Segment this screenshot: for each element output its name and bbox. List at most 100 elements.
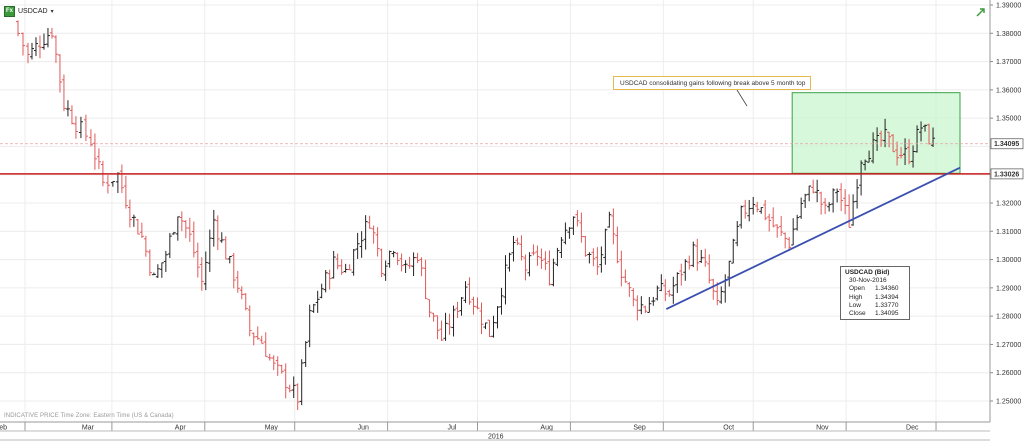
- ohlc-bar[interactable]: [555, 247, 560, 267]
- ohlc-bar[interactable]: [179, 211, 184, 232]
- ohlc-bar[interactable]: [687, 255, 692, 270]
- ohlc-bar[interactable]: [703, 248, 708, 267]
- ohlc-bar[interactable]: [719, 286, 724, 304]
- ohlc-bar[interactable]: [739, 205, 744, 229]
- ohlc-bar[interactable]: [859, 160, 864, 196]
- ohlc-bar[interactable]: [531, 244, 536, 256]
- ohlc-bar[interactable]: [431, 312, 436, 322]
- ohlc-bar[interactable]: [359, 231, 364, 258]
- ohlc-bar[interactable]: [379, 248, 384, 278]
- ohlc-bar[interactable]: [92, 133, 97, 170]
- ohlc-bar[interactable]: [139, 222, 144, 238]
- ohlc-bar[interactable]: [275, 356, 280, 376]
- ohlc-bar[interactable]: [923, 124, 928, 132]
- ohlc-bar[interactable]: [899, 147, 904, 159]
- ohlc-bar[interactable]: [587, 252, 592, 264]
- ohlc-bar[interactable]: [29, 42, 34, 60]
- ohlc-bar[interactable]: [511, 235, 516, 262]
- ohlc-bar[interactable]: [399, 253, 404, 272]
- ohlc-bar[interactable]: [595, 247, 600, 275]
- ohlc-bar[interactable]: [915, 125, 920, 153]
- ohlc-bar[interactable]: [771, 207, 776, 228]
- ohlc-bar[interactable]: [495, 306, 500, 329]
- ohlc-bar[interactable]: [395, 252, 400, 266]
- ohlc-bar[interactable]: [607, 211, 612, 228]
- trend-arrow-icon[interactable]: [975, 6, 987, 18]
- ohlc-bar[interactable]: [61, 74, 66, 112]
- ohlc-bar[interactable]: [875, 127, 880, 151]
- ohlc-bar[interactable]: [667, 289, 672, 297]
- ohlc-bar[interactable]: [783, 232, 788, 249]
- ohlc-bar[interactable]: [25, 42, 30, 64]
- ohlc-bar[interactable]: [271, 355, 276, 371]
- ohlc-bar[interactable]: [799, 197, 804, 219]
- ohlc-bar[interactable]: [375, 227, 380, 257]
- ohlc-bar[interactable]: [591, 248, 596, 267]
- ohlc-bar[interactable]: [211, 209, 216, 247]
- ohlc-bar[interactable]: [223, 236, 228, 260]
- ohlc-bar[interactable]: [655, 285, 660, 301]
- ohlc-bar[interactable]: [475, 297, 480, 310]
- ohlc-bar[interactable]: [747, 199, 752, 222]
- ohlc-bar[interactable]: [603, 228, 608, 265]
- ohlc-bar[interactable]: [599, 246, 604, 273]
- ohlc-bar[interactable]: [919, 121, 924, 142]
- ohlc-bar[interactable]: [33, 37, 38, 56]
- ohlc-bar[interactable]: [523, 254, 528, 281]
- ohlc-bar[interactable]: [73, 116, 78, 139]
- ohlc-bar[interactable]: [907, 138, 912, 165]
- ohlc-bar[interactable]: [751, 196, 756, 215]
- ohlc-bar[interactable]: [163, 250, 168, 272]
- ohlc-bar[interactable]: [467, 277, 472, 305]
- ohlc-bar[interactable]: [635, 295, 640, 321]
- ohlc-bar[interactable]: [855, 179, 860, 209]
- fx-icon[interactable]: Fx: [4, 5, 15, 17]
- ohlc-bar[interactable]: [191, 221, 196, 258]
- ohlc-bar[interactable]: [931, 127, 936, 147]
- ohlc-bar[interactable]: [743, 199, 748, 219]
- ohlc-bar[interactable]: [175, 216, 180, 241]
- ohlc-bar[interactable]: [699, 249, 704, 264]
- ohlc-bar[interactable]: [659, 274, 664, 292]
- ohlc-bar[interactable]: [37, 35, 42, 59]
- ohlc-bar[interactable]: [96, 148, 101, 170]
- ohlc-bar[interactable]: [583, 235, 588, 257]
- ohlc-bar[interactable]: [731, 238, 736, 264]
- ohlc-bar[interactable]: [347, 264, 352, 271]
- ohlc-bar[interactable]: [343, 263, 348, 273]
- ohlc-bar[interactable]: [447, 313, 452, 335]
- ohlc-bar[interactable]: [215, 215, 220, 251]
- ohlc-bar[interactable]: [387, 250, 392, 268]
- chevron-down-icon[interactable]: ▾: [50, 8, 54, 15]
- ohlc-bar[interactable]: [383, 260, 388, 281]
- ohlc-bar[interactable]: [715, 282, 720, 306]
- ohlc-bar[interactable]: [487, 319, 492, 338]
- ohlc-bar[interactable]: [159, 262, 164, 278]
- ohlc-bar[interactable]: [119, 164, 124, 194]
- ohlc-bar[interactable]: [423, 259, 428, 300]
- ohlc-bar[interactable]: [207, 229, 212, 272]
- ohlc-bar[interactable]: [235, 270, 240, 293]
- ohlc-bar[interactable]: [15, 20, 20, 37]
- ohlc-bar[interactable]: [503, 255, 508, 305]
- ohlc-bar[interactable]: [623, 269, 628, 283]
- ohlc-bar[interactable]: [439, 320, 444, 341]
- ohlc-bar[interactable]: [551, 258, 556, 287]
- ohlc-bar[interactable]: [471, 296, 476, 315]
- ohlc-bar[interactable]: [863, 159, 868, 171]
- uptrend-line[interactable]: [665, 166, 961, 310]
- ohlc-bar[interactable]: [351, 248, 356, 276]
- ohlc-bar[interactable]: [143, 235, 148, 257]
- ohlc-bar[interactable]: [415, 252, 420, 264]
- ohlc-bar[interactable]: [255, 326, 260, 340]
- ohlc-bar[interactable]: [299, 359, 304, 406]
- ohlc-bar[interactable]: [683, 259, 688, 281]
- ohlc-bar[interactable]: [167, 233, 172, 259]
- ohlc-bar[interactable]: [567, 227, 572, 239]
- ohlc-bar[interactable]: [647, 297, 652, 313]
- ohlc-bar[interactable]: [619, 250, 624, 287]
- ohlc-bar[interactable]: [835, 188, 840, 203]
- ohlc-bar[interactable]: [671, 276, 676, 304]
- ohlc-bar[interactable]: [407, 256, 412, 269]
